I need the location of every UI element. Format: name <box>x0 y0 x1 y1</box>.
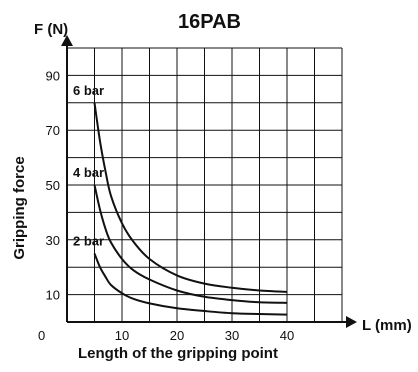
x-tick-label: 10 <box>115 328 129 343</box>
series-label-6-bar: 6 bar <box>73 83 104 98</box>
x-axis-arrow <box>346 316 357 328</box>
y-axis-arrow <box>61 35 73 46</box>
series-label-4-bar: 4 bar <box>73 165 104 180</box>
x-tick-label: 20 <box>170 328 184 343</box>
y-axis-label: Gripping force <box>11 156 28 259</box>
y-tick-label: 50 <box>46 178 60 193</box>
curve-6-bar <box>93 102 288 293</box>
y-tick-label: 70 <box>46 123 60 138</box>
series-label-2-bar: 2 bar <box>73 234 104 249</box>
chart-title: 16PAB <box>178 11 241 33</box>
x-tick-label: 30 <box>225 328 239 343</box>
x-tick-label: 40 <box>280 328 294 343</box>
curve-2-bar <box>93 253 288 316</box>
y-axis-unit-label: F (N) <box>34 21 68 38</box>
y-tick-label: 30 <box>46 233 60 248</box>
curve-4-bar <box>93 184 288 304</box>
axes <box>61 35 357 328</box>
x-axis-unit-label: L (mm) <box>362 317 412 334</box>
grid <box>67 47 343 322</box>
x-axis-label: Length of the gripping point <box>78 345 278 362</box>
x-tick-label: 0 <box>38 328 45 343</box>
y-tick-label: 90 <box>46 68 60 83</box>
tick-labels: 0 10 20 30 40 10 30 50 70 90 <box>38 68 294 343</box>
y-tick-label: 10 <box>46 288 60 303</box>
curves: 6 bar 4 bar 2 bar <box>73 83 288 316</box>
